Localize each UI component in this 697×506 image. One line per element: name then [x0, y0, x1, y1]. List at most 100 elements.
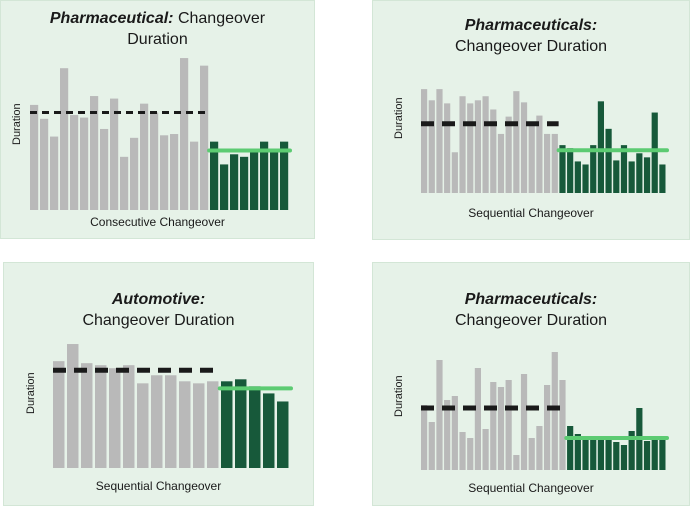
bar-before	[70, 115, 79, 210]
bar-before	[81, 363, 93, 468]
bar-before	[428, 422, 435, 470]
bar-after	[605, 128, 612, 193]
bar-before	[428, 100, 435, 193]
bar-before	[67, 344, 79, 468]
bar-after	[270, 151, 279, 210]
bar-before	[490, 382, 497, 470]
bar-before	[482, 96, 489, 193]
chart-panel-3: Automotive: Changeover Duration Duration…	[3, 262, 314, 506]
bar-chart-4	[421, 352, 669, 470]
title-industry: Pharmaceuticals:	[464, 291, 598, 308]
bar-after	[613, 442, 620, 470]
bar-after	[235, 379, 247, 468]
x-axis-label: Sequential Changeover	[95, 479, 222, 493]
bar-after	[559, 145, 566, 193]
bar-after	[659, 164, 666, 193]
bar-after	[597, 101, 604, 193]
bar-before	[120, 156, 129, 210]
y-axis-label: Duration	[11, 103, 23, 145]
chart-panel-1: Pharmaceutical: Changeover Duration Dura…	[0, 0, 315, 239]
bar-before	[497, 133, 505, 193]
bar-after	[651, 112, 658, 193]
bar-before	[53, 361, 65, 468]
bar-before	[193, 383, 205, 468]
title-text: Changeover Duration	[454, 38, 608, 55]
chart-panel-4: Pharmaceuticals: Changeover Duration Dur…	[372, 262, 690, 506]
bar-before	[90, 96, 99, 210]
chart-panel-2: Pharmaceuticals: Changeover Duration Dur…	[372, 0, 690, 240]
bar-after	[230, 154, 239, 210]
bar-after	[240, 156, 249, 210]
bar-before	[170, 134, 179, 210]
chart-title: Automotive: Changeover Duration	[4, 289, 313, 331]
bar-before	[513, 455, 520, 470]
bar-after	[574, 161, 581, 193]
bar-before	[50, 136, 59, 210]
y-axis-label: Duration	[393, 375, 405, 417]
title-industry: Pharmaceuticals:	[464, 17, 598, 34]
title-text: Changeover Duration	[454, 312, 608, 329]
bar-before	[490, 109, 497, 193]
bar-before	[137, 383, 149, 468]
chart-title: Pharmaceutical: Changeover Duration	[1, 8, 314, 50]
bar-before	[200, 65, 209, 210]
title-industry: Pharmaceutical:	[49, 10, 174, 27]
bar-before	[207, 381, 219, 468]
y-axis-label: Duration	[393, 97, 405, 139]
bar-after	[277, 401, 289, 468]
bar-before	[536, 115, 543, 193]
bar-chart-2	[421, 89, 669, 193]
bar-before	[444, 103, 451, 193]
bar-after	[590, 440, 597, 470]
bar-after	[260, 141, 269, 210]
bar-before	[513, 91, 520, 193]
bar-after	[250, 151, 259, 210]
bar-before	[474, 100, 481, 193]
bar-before	[505, 116, 512, 193]
bar-before	[451, 152, 458, 193]
bar-before	[160, 135, 169, 210]
bar-after	[597, 437, 604, 470]
bar-before	[544, 133, 551, 193]
bar-before	[559, 380, 566, 470]
bar-before	[130, 137, 139, 210]
y-axis-label: Duration	[25, 372, 37, 414]
bar-before	[140, 103, 149, 210]
bar-before	[421, 405, 428, 470]
bar-before	[151, 375, 163, 468]
bar-after	[643, 441, 651, 470]
bar-after	[280, 141, 289, 210]
bar-before	[482, 429, 489, 470]
bar-before	[421, 89, 428, 193]
bar-before	[520, 102, 528, 193]
bar-before	[474, 368, 481, 470]
bar-before	[467, 103, 474, 193]
bar-before	[436, 89, 443, 193]
bar-after	[651, 437, 658, 470]
title-industry: Automotive:	[111, 291, 206, 308]
bar-before	[150, 112, 159, 210]
bar-before	[467, 438, 474, 470]
bar-after	[620, 445, 628, 470]
bar-before	[436, 360, 443, 470]
bar-after	[220, 164, 229, 210]
bar-after	[643, 157, 651, 193]
bar-before	[497, 387, 505, 470]
bar-before	[165, 375, 177, 468]
bar-before	[190, 141, 199, 210]
bar-after	[210, 141, 219, 210]
bar-before	[80, 117, 89, 210]
x-axis-label: Sequential Changeover	[468, 206, 594, 220]
bar-before	[95, 365, 107, 468]
bar-after	[613, 160, 620, 193]
bar-after	[263, 393, 275, 468]
bar-after	[582, 164, 589, 193]
bar-before	[451, 396, 458, 470]
bar-before	[109, 368, 121, 468]
bar-after	[221, 381, 233, 468]
bar-chart-1	[30, 58, 292, 211]
chart-title: Pharmaceuticals: Changeover Duration	[373, 289, 689, 331]
bar-before	[528, 121, 535, 193]
bar-after	[628, 431, 635, 470]
bar-before	[459, 432, 466, 470]
